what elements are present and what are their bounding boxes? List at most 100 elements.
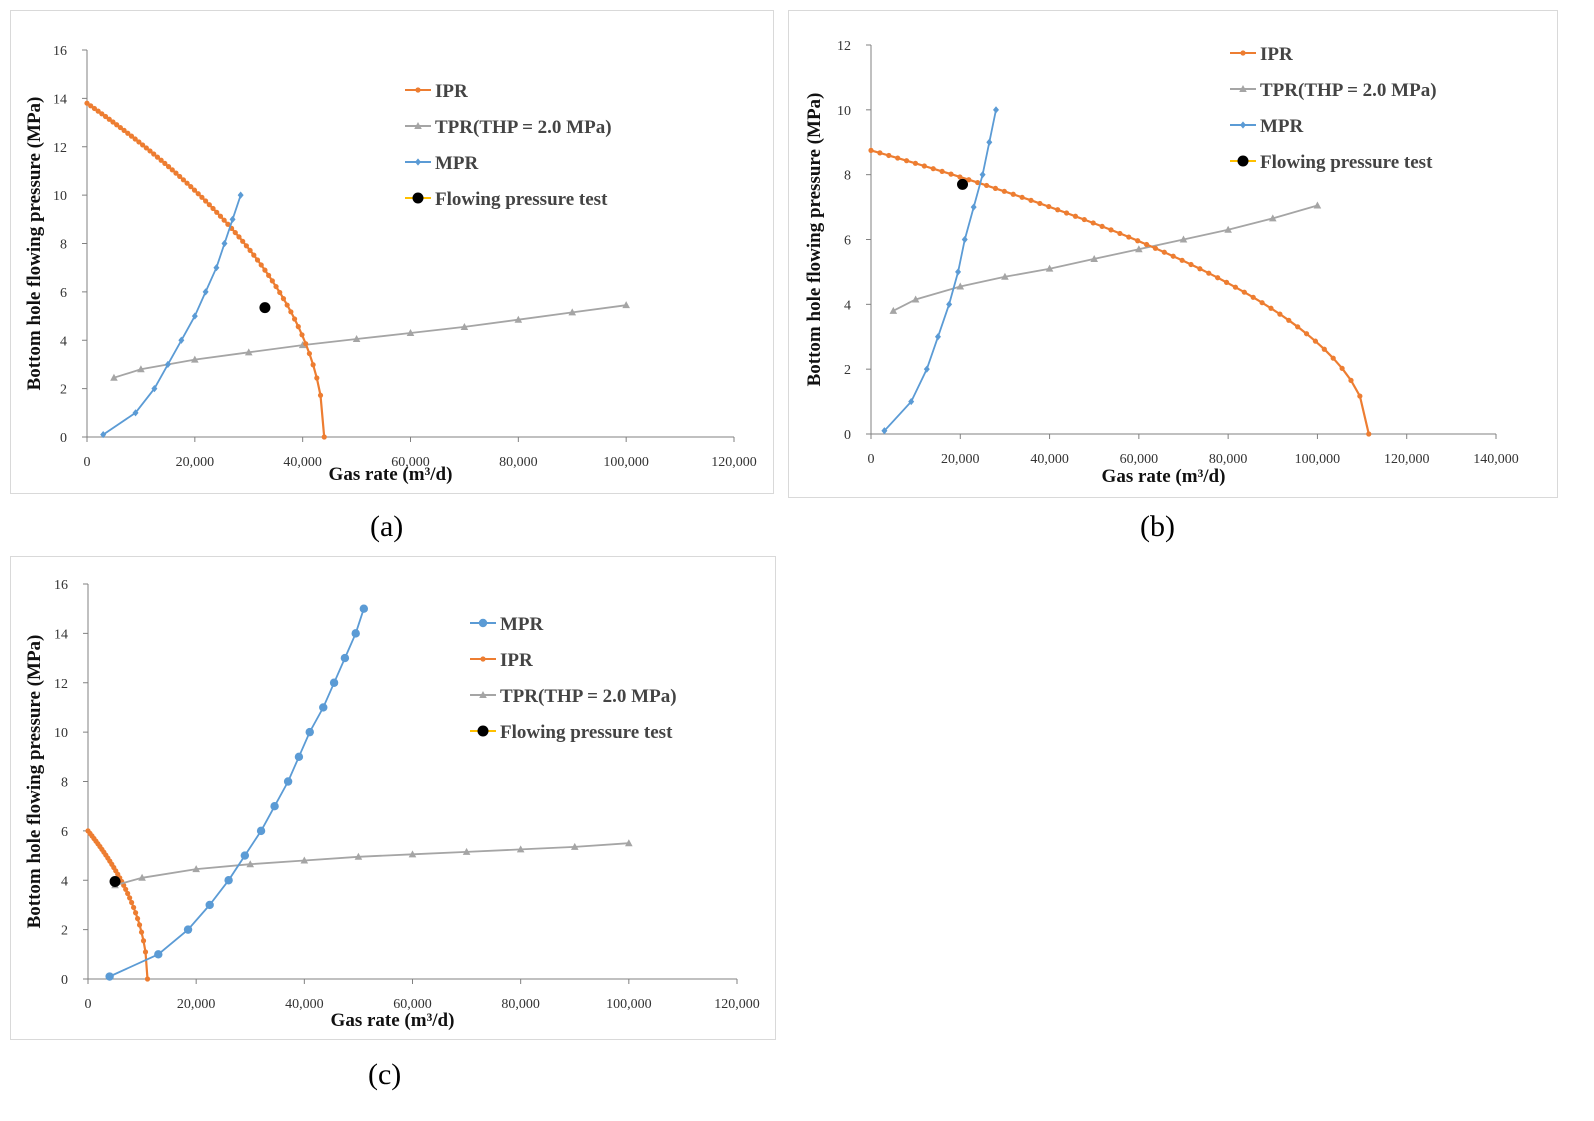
y-tick-label: 16 xyxy=(54,578,68,593)
x-tick-label: 40,000 xyxy=(1030,452,1069,467)
y-tick-label: 6 xyxy=(61,825,68,840)
data-point-ipr xyxy=(1161,249,1167,255)
series-line-mpr xyxy=(109,608,365,978)
y-tick-label: 14 xyxy=(53,92,67,107)
data-point-ipr xyxy=(254,257,261,263)
data-point-ipr xyxy=(206,202,212,208)
data-point-mpr xyxy=(329,678,339,687)
y-tick-label: 6 xyxy=(60,286,67,301)
data-point-ipr xyxy=(1072,213,1079,219)
data-point-ipr xyxy=(144,976,151,982)
data-point-mpr xyxy=(256,826,266,836)
x-tick-label: 80,000 xyxy=(1209,452,1248,467)
data-point-ipr xyxy=(1170,253,1176,259)
data-point-ipr xyxy=(123,886,129,892)
x-axis-title: Gas rate (m³/d) xyxy=(331,1010,455,1031)
data-point-ipr xyxy=(1330,355,1336,361)
legend-item-ipr: IPR xyxy=(1230,44,1293,65)
y-tick-label: 4 xyxy=(844,298,851,313)
y-tick-label: 12 xyxy=(53,141,67,156)
data-point-ipr xyxy=(121,127,127,133)
x-tick-label: 100,000 xyxy=(603,455,649,470)
x-tick-label: 40,000 xyxy=(283,455,322,470)
legend-item-tpr: TPR(THP = 2.0 MPa) xyxy=(1230,80,1437,101)
data-point-ipr xyxy=(299,332,305,338)
data-point-mpr xyxy=(946,300,953,308)
data-point-ipr xyxy=(1339,365,1345,371)
data-point-ipr xyxy=(266,272,272,279)
data-point-ipr xyxy=(273,283,279,290)
legend-item-mpr: MPR xyxy=(470,614,544,635)
series-ipr xyxy=(868,147,1372,437)
legend-swatch-marker xyxy=(1237,155,1249,167)
data-point-ipr xyxy=(1126,234,1132,240)
data-point-ipr xyxy=(262,267,268,273)
data-point-mpr xyxy=(178,336,185,344)
data-point-ipr xyxy=(117,124,123,131)
data-point-ipr xyxy=(195,191,201,197)
data-point-ipr xyxy=(1206,270,1212,276)
data-point-ipr xyxy=(210,205,216,212)
y-tick-label: 10 xyxy=(54,726,68,741)
data-point-ipr xyxy=(903,158,910,164)
data-point-tpr xyxy=(1179,235,1188,243)
data-point-mpr xyxy=(283,777,293,786)
data-point-ipr xyxy=(284,302,290,308)
legend-label: IPR xyxy=(435,81,468,102)
legend-swatch-marker xyxy=(415,158,421,166)
y-tick-label: 10 xyxy=(53,189,67,204)
caption-b: (b) xyxy=(1140,510,1175,543)
data-point-ipr xyxy=(1108,227,1114,233)
chart-panel-c: 0 2 4 6 8 10 12 14 16 0 20,000 40,000 60,000 80,000 10… xyxy=(10,556,776,1040)
data-point-ipr xyxy=(243,243,249,249)
data-point-ipr xyxy=(966,177,972,183)
data-point-ipr xyxy=(1232,284,1239,290)
x-tick-label: 120,000 xyxy=(711,455,757,470)
data-point-ipr xyxy=(165,164,172,170)
data-point-ipr xyxy=(1286,317,1292,323)
data-point-ipr xyxy=(114,122,120,128)
legend-label: IPR xyxy=(1260,44,1293,65)
legend-item-test: Flowing pressure test xyxy=(470,722,673,743)
data-point-ipr xyxy=(1303,331,1310,337)
data-point-ipr xyxy=(177,173,183,180)
data-point-ipr xyxy=(1037,200,1043,207)
legend-label: IPR xyxy=(500,650,533,671)
data-point-mpr xyxy=(305,727,314,737)
data-point-tpr xyxy=(956,282,965,290)
legend-label: TPR(THP = 2.0 MPa) xyxy=(435,117,612,138)
data-point-ipr xyxy=(321,434,327,440)
data-point-mpr xyxy=(970,203,977,211)
data-point-ipr xyxy=(1268,305,1274,311)
data-point-tpr xyxy=(625,839,633,847)
y-tick-label: 0 xyxy=(844,428,851,443)
x-tick-label: 60,000 xyxy=(391,455,430,470)
x-tick-label: 140,000 xyxy=(1473,452,1519,467)
legend-label: MPR xyxy=(1260,116,1304,137)
data-point-ipr xyxy=(295,324,301,330)
data-point-ipr xyxy=(127,895,133,901)
data-point-ipr xyxy=(217,213,224,219)
data-point-test xyxy=(957,178,969,190)
legend-item-tpr: TPR(THP = 2.0 MPa) xyxy=(470,686,677,707)
data-point-ipr xyxy=(1348,377,1354,383)
x-tick-label: 20,000 xyxy=(176,455,215,470)
legend-swatch-marker xyxy=(477,725,489,737)
data-point-ipr xyxy=(132,910,139,916)
y-tick-label: 0 xyxy=(60,431,67,446)
data-point-ipr xyxy=(1046,203,1052,210)
chart-panel-b: 0 2 4 6 8 10 12 0 20,000 40,000 60,000 80,000 100,00… xyxy=(788,10,1558,498)
data-point-ipr xyxy=(236,234,242,240)
data-point-tpr xyxy=(462,847,471,855)
y-tick-label: 2 xyxy=(61,924,68,939)
data-point-ipr xyxy=(125,130,131,136)
data-point-mpr xyxy=(359,604,369,613)
data-point-ipr xyxy=(140,938,147,944)
series-mpr xyxy=(105,604,369,981)
data-point-mpr xyxy=(340,653,350,663)
data-point-ipr xyxy=(930,166,936,172)
data-point-ipr xyxy=(1259,300,1265,306)
data-point-mpr xyxy=(183,925,193,934)
data-point-ipr xyxy=(247,247,253,254)
series-test xyxy=(259,302,271,314)
